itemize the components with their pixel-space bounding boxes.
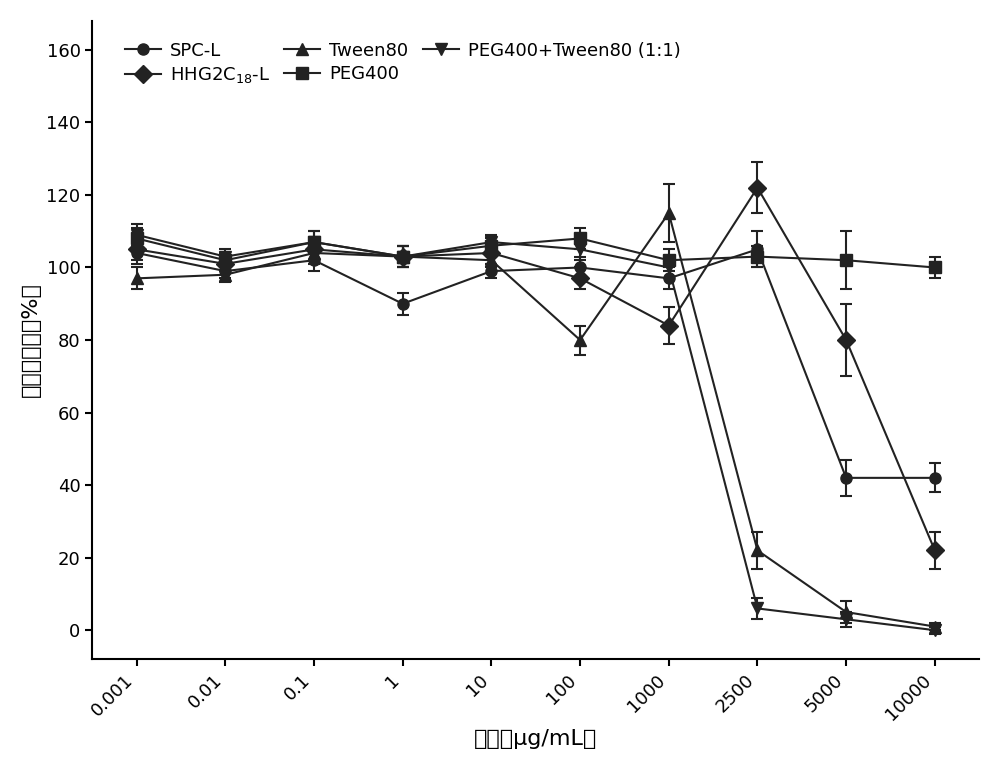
Legend: SPC-L, HHG2C$_{18}$-L, Tween80, PEG400, PEG400+Tween80 (1:1): SPC-L, HHG2C$_{18}$-L, Tween80, PEG400, … — [119, 36, 686, 91]
Y-axis label: 细胞存活率（%）: 细胞存活率（%） — [21, 283, 41, 397]
X-axis label: 浓度（μg/mL）: 浓度（μg/mL） — [474, 729, 597, 749]
